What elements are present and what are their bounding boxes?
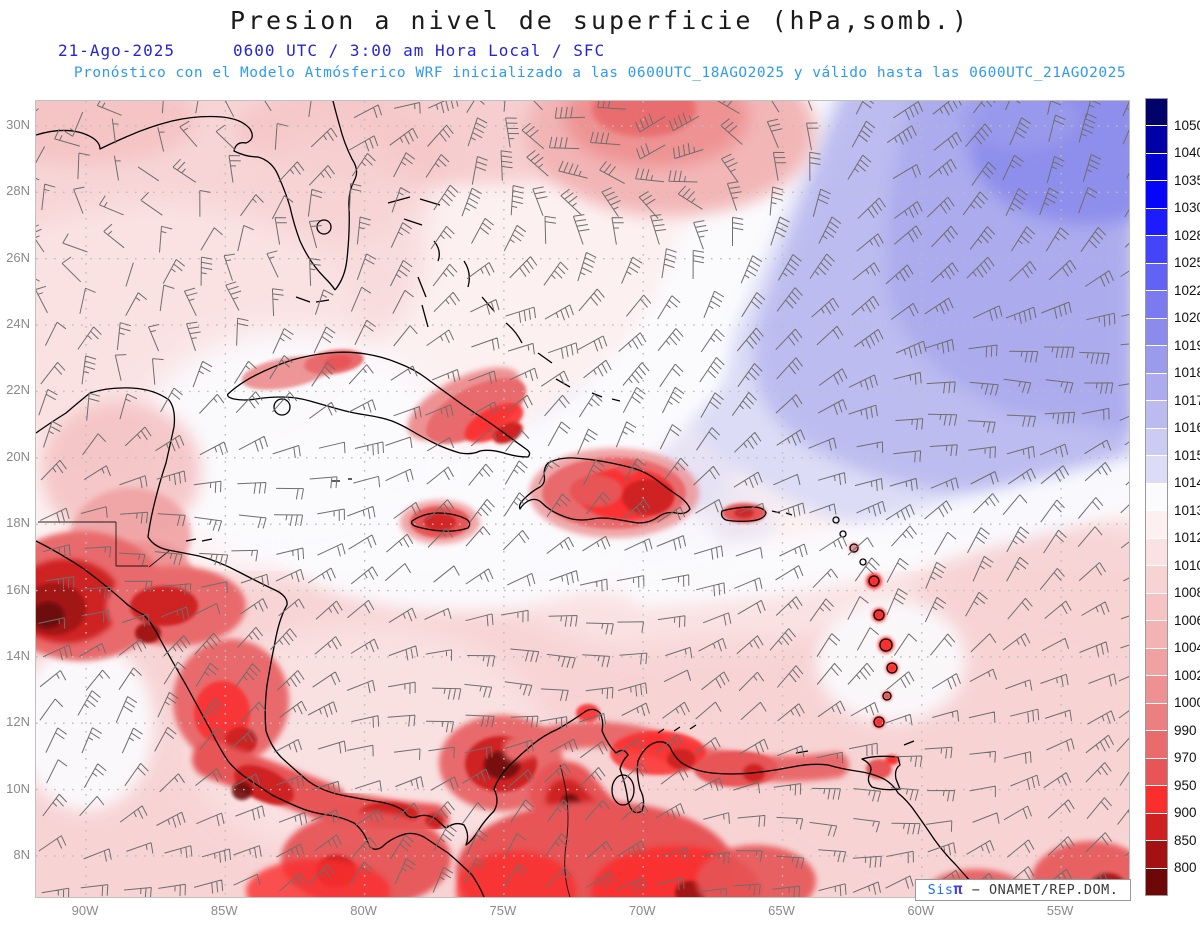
colorbar-tick-label: 1012	[1174, 530, 1200, 546]
colorbar-segment	[1146, 840, 1167, 868]
colorbar-segment	[1146, 180, 1167, 208]
colorbar-tick-label: 1040	[1174, 145, 1200, 161]
pressure-shading-layer	[36, 101, 1129, 897]
colorbar-tick-label: 1019	[1174, 337, 1200, 353]
colorbar-segment	[1146, 290, 1167, 318]
colorbar-tick-label: 1050	[1174, 117, 1200, 133]
page-title: Presion a nivel de superficie (hPa,somb.…	[229, 6, 971, 35]
colorbar-segment	[1146, 207, 1167, 236]
colorbar-segment	[1146, 152, 1167, 181]
colorbar-segment	[1146, 262, 1167, 291]
colorbar-tick-label: 1017	[1174, 392, 1200, 408]
colorbar-segment	[1146, 867, 1167, 896]
colorbar-segment	[1146, 427, 1167, 456]
lat-label: 10N	[6, 780, 30, 796]
lat-label: 12N	[6, 714, 30, 730]
colorbar-tick-label: 1002	[1174, 667, 1200, 683]
lon-label: 75W	[489, 903, 517, 918]
forecast-date: 21-Ago-2025	[58, 41, 175, 60]
colorbar-segment	[1146, 785, 1167, 813]
colorbar-segment	[1146, 235, 1167, 263]
pressure-map	[35, 100, 1130, 898]
pressure-colorbar	[1145, 98, 1168, 896]
lat-label: 30N	[6, 117, 30, 132]
watermark-system: Sis	[927, 882, 954, 898]
colorbar-tick-label: 1020	[1174, 310, 1200, 326]
colorbar-segment	[1146, 675, 1167, 703]
forecast-time: 0600 UTC / 3:00 am Hora Local / SFC	[232, 41, 606, 60]
colorbar-tick-label: 1014	[1174, 475, 1200, 491]
lon-label: 70W	[628, 903, 656, 918]
colorbar-tick-label: 1030	[1174, 200, 1200, 216]
watermark-badge: Sisπ − ONAMET/REP.DOM.	[915, 879, 1131, 901]
colorbar-tick-label: 1028	[1174, 227, 1200, 243]
coastline-layer	[36, 101, 989, 897]
colorbar-segment	[1146, 510, 1167, 538]
model-info-line: Pronóstico con el Modelo Atmósferico WRF…	[73, 65, 1127, 81]
colorbar-tick-label: 1013	[1174, 502, 1200, 518]
colorbar-tick-label: 850	[1174, 832, 1197, 848]
lon-label: 60W	[907, 903, 935, 918]
lon-label: 85W	[210, 903, 238, 918]
colorbar-tick-label: 1015	[1174, 447, 1200, 463]
lon-label: 65W	[768, 903, 795, 918]
colorbar-segment	[1146, 125, 1167, 153]
colorbar-segment	[1146, 620, 1167, 648]
colorbar-segment	[1146, 757, 1167, 786]
colorbar-segment	[1146, 647, 1167, 676]
colorbar-tick-label: 970	[1174, 750, 1197, 766]
lat-label: 16N	[6, 581, 30, 597]
watermark-credit: − ONAMET/REP.DOM.	[971, 882, 1119, 898]
pressure-map-canvas	[36, 101, 1129, 897]
lat-label: 26N	[6, 249, 30, 265]
colorbar-segment	[1146, 400, 1167, 428]
datetime-line: 21-Ago-2025 0600 UTC / 3:00 am Hora Local…	[58, 41, 605, 60]
lat-label: 18N	[6, 515, 30, 531]
colorbar-tick-label: 1004	[1174, 640, 1200, 656]
colorbar-tick-label: 1018	[1174, 365, 1200, 381]
colorbar-segment	[1146, 482, 1167, 511]
colorbar-segment	[1146, 730, 1167, 758]
lat-label: 20N	[6, 448, 30, 464]
lon-label: 90W	[71, 903, 99, 918]
lat-label: 28N	[6, 183, 30, 199]
colorbar-tick-label: 800	[1174, 860, 1197, 876]
lat-label: 22N	[6, 382, 30, 398]
colorbar-tick-label: 1022	[1174, 282, 1200, 298]
colorbar-segment	[1146, 702, 1167, 731]
colorbar-tick-label: 990	[1174, 722, 1197, 738]
colorbar-tick-label: 950	[1174, 777, 1197, 793]
lat-label: 8N	[13, 846, 30, 862]
colorbar-segment	[1146, 537, 1167, 566]
lat-label: 24N	[6, 316, 30, 332]
colorbar-tick-label: 1010	[1174, 557, 1200, 573]
colorbar-segment	[1146, 345, 1167, 373]
lon-label: 80W	[350, 903, 377, 918]
colorbar-segment	[1146, 565, 1167, 593]
colorbar-segment	[1146, 455, 1167, 483]
lon-label: 55W	[1046, 903, 1074, 918]
colorbar-tick-label: 900	[1174, 805, 1197, 821]
colorbar-segment	[1146, 317, 1167, 346]
colorbar-segment	[1146, 812, 1167, 841]
colorbar-tick-label: 1008	[1174, 585, 1200, 601]
colorbar-tick-label: 1035	[1174, 172, 1200, 188]
watermark-pi-icon: π	[953, 880, 964, 898]
wind-barbs-layer	[36, 101, 1129, 897]
colorbar-tick-label: 1025	[1174, 255, 1200, 271]
colorbar-tick-label: 1006	[1174, 612, 1200, 628]
colorbar-segment	[1146, 99, 1167, 126]
colorbar-tick-label: 1016	[1174, 420, 1200, 436]
lat-label: 14N	[6, 647, 30, 663]
colorbar-segment	[1146, 372, 1167, 401]
colorbar-segment	[1146, 592, 1167, 621]
colorbar-tick-label: 1000	[1174, 695, 1200, 711]
